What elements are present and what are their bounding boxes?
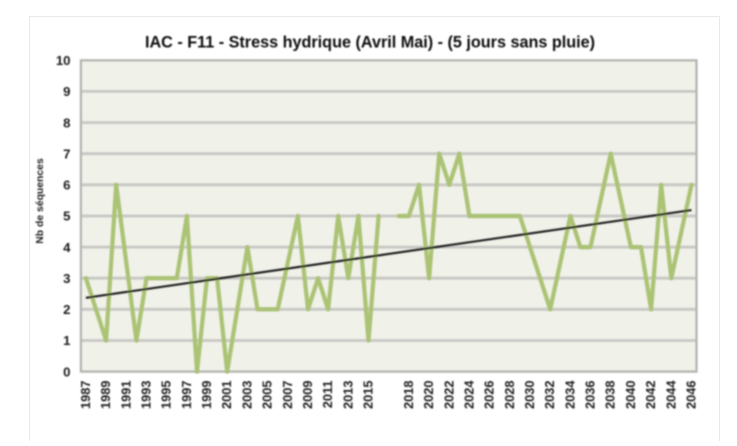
svg-text:1999: 1999: [199, 381, 214, 409]
svg-text:5: 5: [63, 209, 70, 224]
svg-text:2011: 2011: [320, 381, 335, 409]
svg-text:2007: 2007: [280, 381, 295, 409]
svg-text:2046: 2046: [684, 381, 699, 409]
svg-text:0: 0: [63, 364, 70, 379]
svg-text:3: 3: [63, 271, 70, 286]
svg-text:1997: 1997: [179, 381, 194, 409]
svg-text:8: 8: [63, 115, 70, 130]
svg-text:4: 4: [63, 240, 71, 255]
svg-text:2022: 2022: [441, 381, 456, 409]
svg-text:2009: 2009: [300, 381, 315, 409]
svg-text:2020: 2020: [421, 381, 436, 409]
svg-text:2003: 2003: [239, 381, 254, 409]
svg-text:2030: 2030: [522, 381, 537, 409]
svg-text:9: 9: [63, 84, 70, 99]
svg-text:Nb de séquences: Nb de séquences: [35, 158, 46, 244]
svg-text:2034: 2034: [562, 380, 577, 409]
svg-text:2: 2: [63, 302, 70, 317]
svg-text:2044: 2044: [663, 380, 678, 409]
svg-text:2015: 2015: [361, 381, 376, 409]
svg-text:1989: 1989: [98, 381, 113, 409]
svg-text:6: 6: [63, 178, 70, 193]
svg-text:IAC - F11 - Stress hydrique (A: IAC - F11 - Stress hydrique (Avril Mai) …: [145, 34, 595, 52]
svg-text:2018: 2018: [401, 381, 416, 409]
svg-text:10: 10: [56, 53, 71, 68]
svg-text:2036: 2036: [583, 381, 598, 409]
svg-text:2005: 2005: [260, 381, 275, 409]
svg-text:7: 7: [63, 146, 70, 161]
svg-text:2026: 2026: [482, 380, 497, 408]
svg-text:2042: 2042: [643, 381, 658, 409]
svg-text:2013: 2013: [340, 381, 355, 409]
svg-text:2024: 2024: [461, 380, 476, 409]
svg-text:2028: 2028: [502, 381, 517, 409]
svg-text:1991: 1991: [118, 381, 133, 409]
svg-text:1987: 1987: [78, 381, 93, 409]
svg-text:1: 1: [63, 333, 70, 348]
svg-text:2038: 2038: [603, 381, 618, 409]
svg-text:1993: 1993: [139, 381, 154, 409]
svg-text:1995: 1995: [159, 381, 174, 409]
svg-text:2040: 2040: [623, 381, 638, 409]
svg-text:2032: 2032: [542, 381, 557, 409]
svg-text:2001: 2001: [219, 381, 234, 409]
